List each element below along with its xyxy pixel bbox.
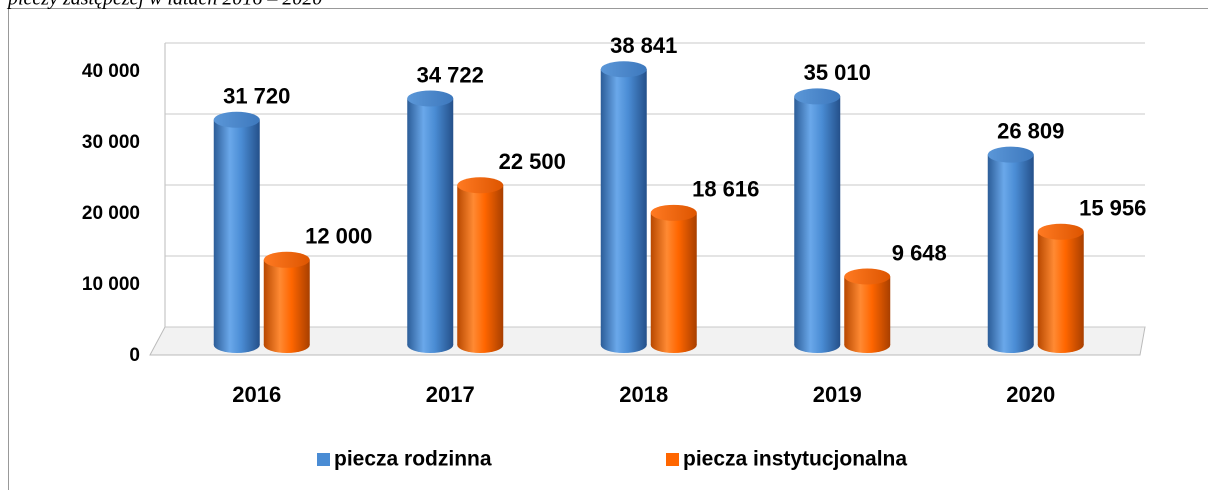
cylinder-body (987, 154, 1034, 345)
value-label: 34 722 (417, 62, 484, 87)
bar (987, 146, 1034, 353)
cylinder-top (407, 90, 454, 107)
cylinder-top (987, 146, 1034, 163)
cylinder-base (457, 337, 504, 353)
cylinder-top (457, 177, 504, 194)
value-label: 35 010 (804, 60, 871, 85)
cylinder-body (213, 119, 260, 346)
bar (407, 90, 454, 353)
x-tick-label: 2020 (1006, 382, 1055, 407)
cylinder-top (794, 88, 841, 105)
x-tick-label: 2019 (813, 382, 862, 407)
cylinder-body (457, 185, 504, 345)
cylinder-top (650, 204, 697, 221)
value-label: 9 648 (892, 240, 947, 265)
cylinder-base (987, 337, 1034, 353)
bar (1037, 223, 1084, 353)
legend-label: piecza rodzinna (334, 448, 492, 471)
cylinder-base (213, 337, 260, 353)
cylinder-top (844, 268, 891, 285)
value-label: 12 000 (305, 224, 372, 249)
cylinder-body (844, 276, 891, 345)
bar (844, 268, 891, 353)
y-tick-label: 30 000 (82, 132, 140, 153)
y-tick-label: 40 000 (82, 61, 140, 82)
value-label: 22 500 (499, 149, 566, 174)
cylinder-body (263, 259, 310, 345)
legend-swatch (666, 453, 679, 466)
caption: pieczy zastępczej w latach 2016 – 2020 (6, 0, 322, 10)
x-tick-label: 2016 (232, 382, 281, 407)
x-tick-label: 2018 (619, 382, 668, 407)
cylinder-base (600, 337, 647, 353)
x-tick-label: 2017 (426, 382, 475, 407)
cylinder-body (407, 98, 454, 345)
value-label: 26 809 (997, 118, 1064, 143)
cylinder-top (263, 251, 310, 268)
bar (457, 177, 504, 353)
value-label: 15 956 (1079, 196, 1146, 221)
cylinder-base (263, 337, 310, 353)
y-tick-label: 20 000 (82, 203, 140, 224)
cylinder-body (1037, 231, 1084, 345)
cylinder-top (1037, 223, 1084, 240)
bar (213, 111, 260, 353)
bar (794, 88, 841, 353)
frame (8, 8, 1208, 490)
value-label: 38 841 (610, 33, 677, 58)
y-tick-label: 0 (129, 345, 140, 366)
bar (600, 61, 647, 353)
value-label: 18 616 (692, 177, 759, 202)
cylinder-base (794, 337, 841, 353)
legend-label: piecza instytucjonalna (683, 448, 907, 471)
cylinder-body (650, 212, 697, 345)
cylinder-top (600, 61, 647, 78)
cylinder-top (213, 111, 260, 128)
value-label: 31 720 (223, 84, 290, 109)
cylinder-base (407, 337, 454, 353)
y-tick-label: 10 000 (82, 274, 140, 295)
bar (263, 251, 310, 353)
legend-swatch (317, 453, 330, 466)
cylinder-base (1037, 337, 1084, 353)
cylinder-body (600, 69, 647, 346)
cylinder-body (794, 96, 841, 345)
bar (650, 204, 697, 353)
cylinder-base (650, 337, 697, 353)
cylinder-base (844, 337, 891, 353)
